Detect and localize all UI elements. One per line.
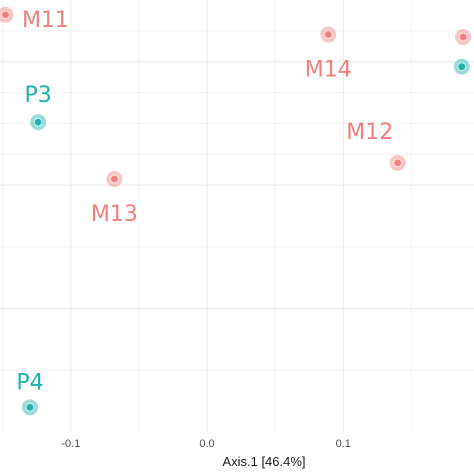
data-point <box>393 158 402 168</box>
point-labels: M11 M14 M12 M13 P3 P4 <box>16 8 393 396</box>
data-point <box>1 10 10 19</box>
x-tick-label: 0.0 <box>199 438 214 450</box>
x-tick-label: -0.1 <box>61 438 80 450</box>
data-points <box>0 6 472 416</box>
minor-gridlines <box>0 0 474 432</box>
point-label: M14 <box>305 58 352 83</box>
data-point <box>110 174 119 184</box>
point-label: P4 <box>16 370 43 395</box>
point-label: P3 <box>25 83 52 108</box>
x-axis-title: Axis.1 [46.4%] <box>222 454 305 469</box>
point-label: M11 <box>22 8 69 33</box>
data-point <box>34 118 43 127</box>
data-point <box>459 32 468 42</box>
point-label: M13 <box>91 202 138 227</box>
data-point <box>25 403 35 412</box>
major-gridlines <box>0 0 474 432</box>
x-tick-label: 0.1 <box>336 438 351 450</box>
x-axis-ticks: -0.1 0.0 0.1 <box>61 438 351 450</box>
point-label: M12 <box>346 120 393 145</box>
data-point <box>457 62 466 71</box>
data-point <box>324 30 333 39</box>
